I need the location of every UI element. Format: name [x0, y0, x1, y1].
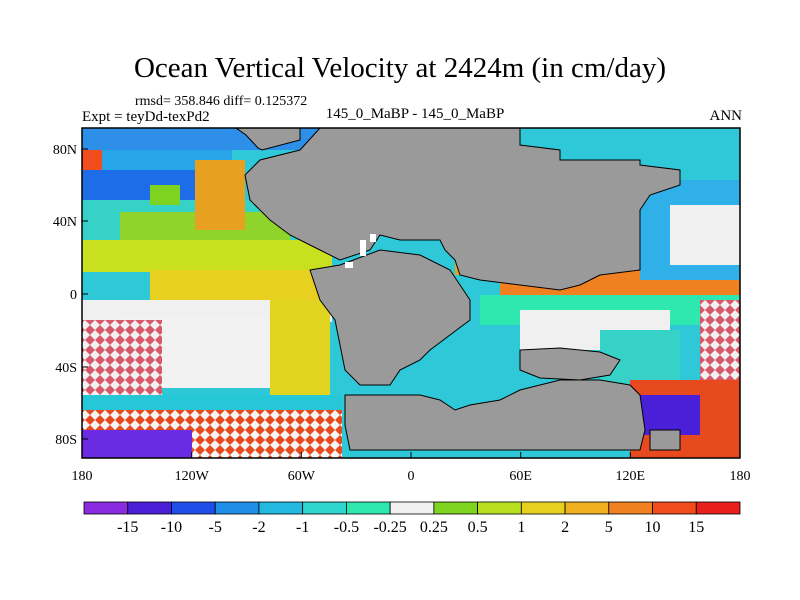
- field-patch: [270, 300, 330, 400]
- colorbar-label: 1: [517, 519, 525, 536]
- field-patch: [82, 150, 102, 170]
- field-patch: [195, 160, 245, 230]
- colorbar-swatch: [258, 501, 304, 515]
- colorbar-swatch: [520, 501, 566, 515]
- colorbar-swatch: [433, 501, 478, 515]
- lat-tick-label: 40N: [53, 215, 77, 230]
- comparison-label: 145_0_MaBP - 145_0_MaBP: [325, 106, 505, 122]
- colorbar: [83, 501, 741, 515]
- colorbar-swatch: [127, 501, 172, 515]
- lat-tick-labels: 80N 40N 0 40S 80S: [53, 143, 77, 448]
- colorbar-label: 2: [561, 519, 569, 536]
- lat-tick-label: 80N: [53, 143, 77, 158]
- colorbar-labels: -15 -10 -5 -2 -1 -0.5 -0.25 0.25 0.5 1 2 5 10 15: [117, 519, 704, 536]
- lon-tick-label: 180: [72, 469, 93, 484]
- experiment-label: Expt = teyDd-texPd2: [82, 109, 210, 125]
- lon-tick-labels: 180 120W 60W 0 60E 120E 180: [72, 469, 751, 484]
- stats-label: rmsd= 358.846 diff= 0.125372: [135, 94, 308, 109]
- lat-tick-label: 40S: [55, 361, 77, 376]
- colorbar-swatch: [652, 501, 697, 515]
- season-label: ANN: [709, 108, 743, 124]
- field-patch: [82, 300, 332, 322]
- lon-tick-label: 180: [730, 469, 751, 484]
- map-field: [82, 128, 740, 458]
- colorbar-label: -15: [117, 519, 138, 536]
- colorbar-swatch: [214, 501, 260, 515]
- field-patch: [82, 240, 332, 272]
- colorbar-label: -0.25: [373, 519, 406, 536]
- colorbar-swatch: [171, 501, 216, 515]
- colorbar-label: 15: [688, 519, 704, 536]
- colorbar-label: 0.5: [468, 519, 488, 536]
- land-masses: [235, 128, 681, 451]
- lon-tick-label: 120E: [616, 469, 646, 484]
- colorbar-swatch: [345, 501, 391, 515]
- field-patch: [150, 270, 320, 302]
- colorbar-label: -10: [161, 519, 182, 536]
- colorbar-swatch: [302, 501, 347, 515]
- colorbar-swatch: [564, 501, 610, 515]
- lon-tick-label: 120W: [175, 469, 210, 484]
- field-patch: [82, 430, 192, 458]
- field-patch: [82, 170, 202, 200]
- colorbar-label: 0.25: [420, 519, 448, 536]
- field-patch: [150, 185, 180, 205]
- field-patch: [670, 205, 740, 265]
- colorbar-label: -5: [209, 519, 222, 536]
- colorbar-label: 5: [605, 519, 613, 536]
- lat-tick-label: 0: [70, 288, 77, 303]
- colorbar-label: 10: [645, 519, 661, 536]
- colorbar-swatch: [389, 501, 435, 515]
- map-ticks: [81, 148, 741, 458]
- lat-tick-label: 80S: [55, 433, 77, 448]
- lon-tick-label: 0: [408, 469, 415, 484]
- colorbar-swatch: [608, 501, 653, 515]
- field-patch: [82, 320, 162, 400]
- colorbar-swatch: [83, 501, 129, 515]
- colorbar-swatch: [695, 501, 741, 515]
- lon-tick-label: 60W: [288, 469, 316, 484]
- colorbar-swatch: [477, 501, 522, 515]
- field-patch: [640, 395, 700, 435]
- lon-tick-label: 60E: [509, 469, 532, 484]
- colorbar-label: -0.5: [334, 519, 359, 536]
- map-title: Ocean Vertical Velocity at 2424m (in cm/…: [133, 52, 667, 84]
- land-white-cells: [345, 234, 376, 268]
- colorbar-label: -1: [296, 519, 309, 536]
- colorbar-label: -2: [252, 519, 265, 536]
